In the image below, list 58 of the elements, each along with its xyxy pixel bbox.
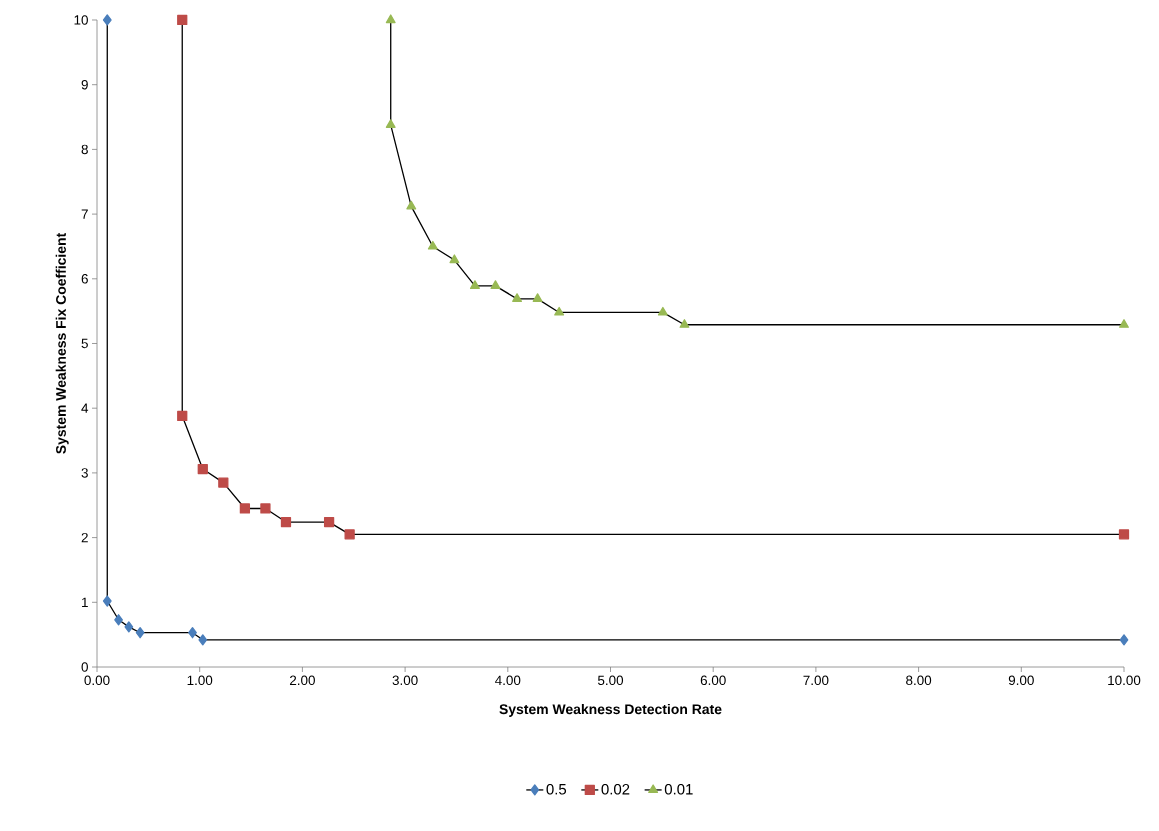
x-tick-label: 2.00 <box>289 675 315 686</box>
point <box>532 293 543 302</box>
point <box>1119 634 1129 646</box>
point <box>1118 529 1130 540</box>
point <box>102 595 112 607</box>
point <box>177 410 188 422</box>
point <box>323 516 335 528</box>
point <box>114 614 123 626</box>
point <box>1119 319 1129 328</box>
y-tick-label: 2 <box>81 532 88 543</box>
x-tick-label: 0.00 <box>84 675 110 686</box>
point <box>198 634 208 646</box>
point <box>188 627 197 639</box>
y-tick-label: 10 <box>74 15 88 25</box>
y-tick-label: 7 <box>81 209 88 219</box>
point <box>124 621 134 633</box>
x-tick-label: 3.00 <box>392 675 418 686</box>
point <box>344 529 355 540</box>
point <box>679 319 690 328</box>
point <box>218 477 229 488</box>
point <box>554 306 565 316</box>
point <box>135 627 145 639</box>
point <box>177 14 188 26</box>
point <box>406 200 417 210</box>
point <box>280 516 292 528</box>
x-tick-label: 10.00 <box>1108 675 1141 686</box>
y-tick-label: 6 <box>81 274 88 284</box>
x-tick-label: 4.00 <box>495 675 521 686</box>
y-tick-label: 4 <box>81 403 89 413</box>
y-tick-label: 5 <box>81 338 88 349</box>
legend-label: 0.02 <box>601 783 630 795</box>
y-tick-label: 1 <box>82 597 88 607</box>
point <box>490 280 501 290</box>
y-tick-label: 0 <box>81 662 88 672</box>
point <box>512 293 523 302</box>
point <box>197 463 208 475</box>
point <box>449 254 460 264</box>
y-tick-label: 8 <box>81 144 88 155</box>
y-tick-label: 9 <box>81 79 88 90</box>
point <box>102 14 112 26</box>
point <box>385 119 396 128</box>
x-tick-label: 6.00 <box>700 675 726 686</box>
x-axis-title: System Weakness Detection Rate <box>499 703 722 717</box>
x-tick-label: 9.00 <box>1008 675 1034 686</box>
legend-label: 0.01 <box>664 783 693 795</box>
point <box>260 503 271 514</box>
x-tick-label: 5.00 <box>597 675 624 686</box>
legend-label: 0.5 <box>546 783 567 795</box>
x-tick-label: 1.00 <box>187 675 213 686</box>
point <box>469 280 480 290</box>
point <box>385 14 396 24</box>
point <box>239 503 251 514</box>
y-axis-title: System Weakness Fix Coefficient <box>55 232 69 454</box>
point <box>657 306 668 316</box>
point <box>427 240 438 250</box>
x-tick-label: 8.00 <box>906 675 932 686</box>
y-tick-label: 3 <box>81 468 88 478</box>
x-tick-label: 7.00 <box>803 675 829 686</box>
